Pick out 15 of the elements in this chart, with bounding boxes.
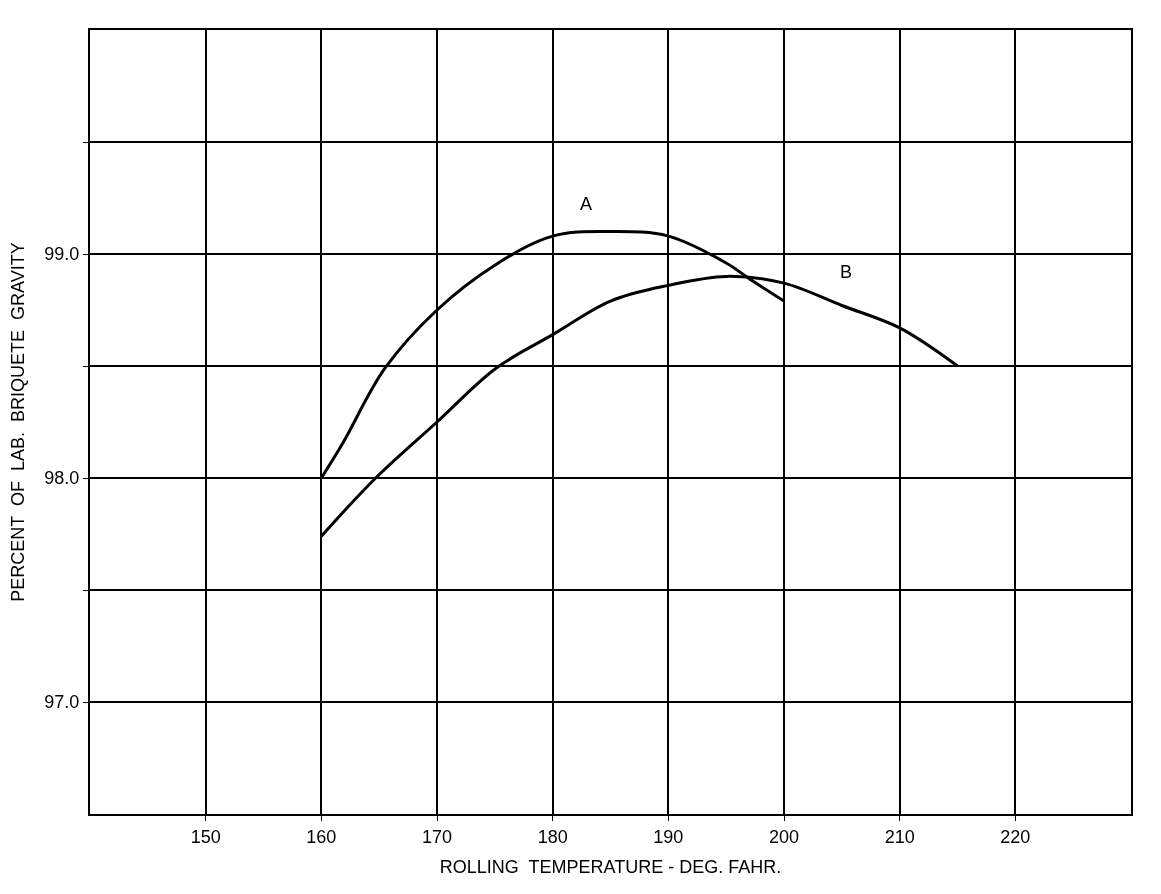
y-tick-label: 97.0: [44, 692, 80, 713]
x-tick-label: 160: [306, 826, 337, 847]
series-label: A: [580, 194, 593, 214]
x-tick-label: 220: [1000, 826, 1031, 847]
x-tick-label: 150: [190, 826, 221, 847]
x-tick-label: 190: [653, 826, 684, 847]
y-tick-label: 98.0: [44, 468, 80, 489]
x-tick-label: 170: [421, 826, 453, 847]
x-tick-label: 210: [884, 826, 915, 847]
x-axis-title: ROLLING TEMPERATURE - DEG. FAHR.: [439, 857, 782, 878]
y-tick-label: 99.0: [44, 244, 80, 265]
x-tick-label: 200: [768, 826, 800, 847]
series-label: B: [840, 262, 853, 282]
x-tick-label: 180: [537, 826, 568, 847]
y-axis-title: PERCENT OF LAB. BRIQUETE GRAVITY: [8, 242, 29, 602]
